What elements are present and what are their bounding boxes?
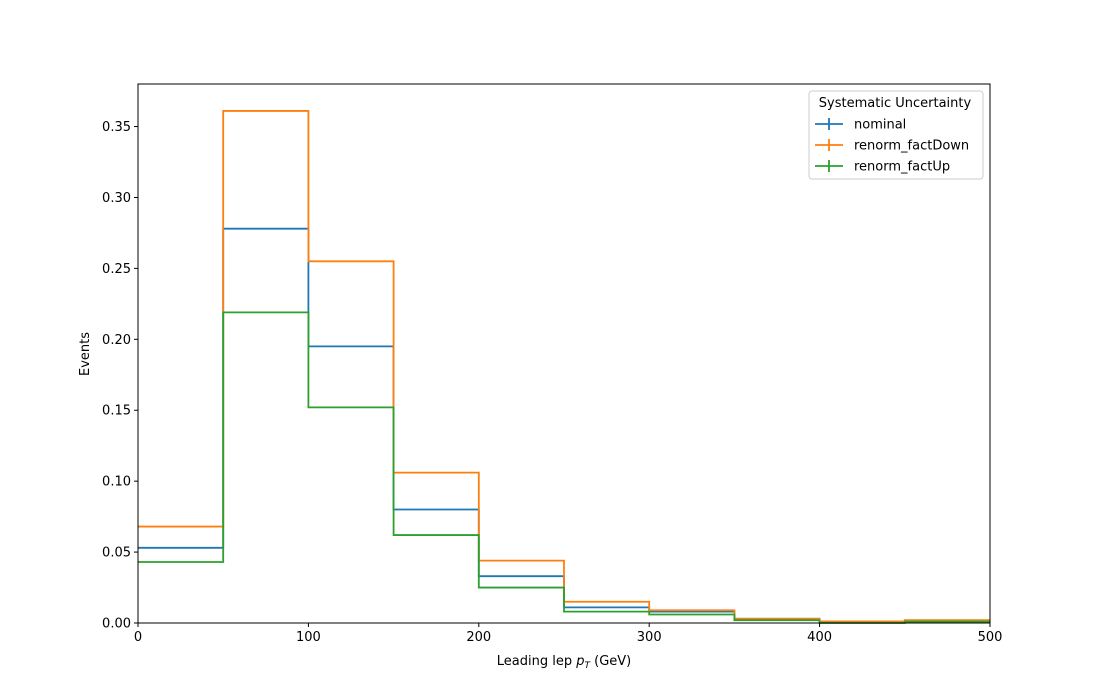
legend: Systematic Uncertainty nominal renorm_fac… bbox=[808, 90, 984, 180]
y-tick-label: 0.05 bbox=[102, 546, 131, 561]
y-tick-label: 0.10 bbox=[102, 475, 131, 490]
y-tick-label: 0.00 bbox=[102, 617, 131, 632]
x-tick-label: 100 bbox=[296, 630, 321, 645]
series-layer bbox=[138, 110, 990, 624]
y-tick-label: 0.35 bbox=[102, 120, 131, 135]
legend-box bbox=[808, 90, 984, 180]
plot-frame bbox=[137, 83, 991, 624]
legend-label: renorm_factUp bbox=[854, 160, 950, 175]
y-tick-label: 0.25 bbox=[102, 262, 131, 277]
y-axis: 0.00 0.05 0.10 0.15 0.20 0.25 0.30 0.35 bbox=[102, 120, 138, 632]
x-axis-label: Leading lep pT (GeV) bbox=[497, 654, 631, 671]
x-tick-label: 200 bbox=[466, 630, 491, 645]
legend-entries: nominal renorm_factDown renorm_factUp bbox=[815, 118, 969, 175]
legend-label: nominal bbox=[854, 118, 906, 133]
series-renorm_factDown bbox=[138, 110, 990, 623]
x-tick-label: 300 bbox=[637, 630, 662, 645]
y-tick-label: 0.15 bbox=[102, 404, 131, 419]
x-axis: 0 100 200 300 400 500 bbox=[134, 623, 1003, 645]
x-tick-label: 400 bbox=[807, 630, 832, 645]
legend-title: Systematic Uncertainty bbox=[819, 96, 972, 111]
y-axis-label: Events bbox=[78, 332, 93, 376]
x-tick-label: 0 bbox=[134, 630, 142, 645]
x-tick-label: 500 bbox=[978, 630, 1003, 645]
y-tick-label: 0.20 bbox=[102, 333, 131, 348]
y-tick-label: 0.30 bbox=[102, 191, 131, 206]
legend-label: renorm_factDown bbox=[854, 139, 969, 154]
